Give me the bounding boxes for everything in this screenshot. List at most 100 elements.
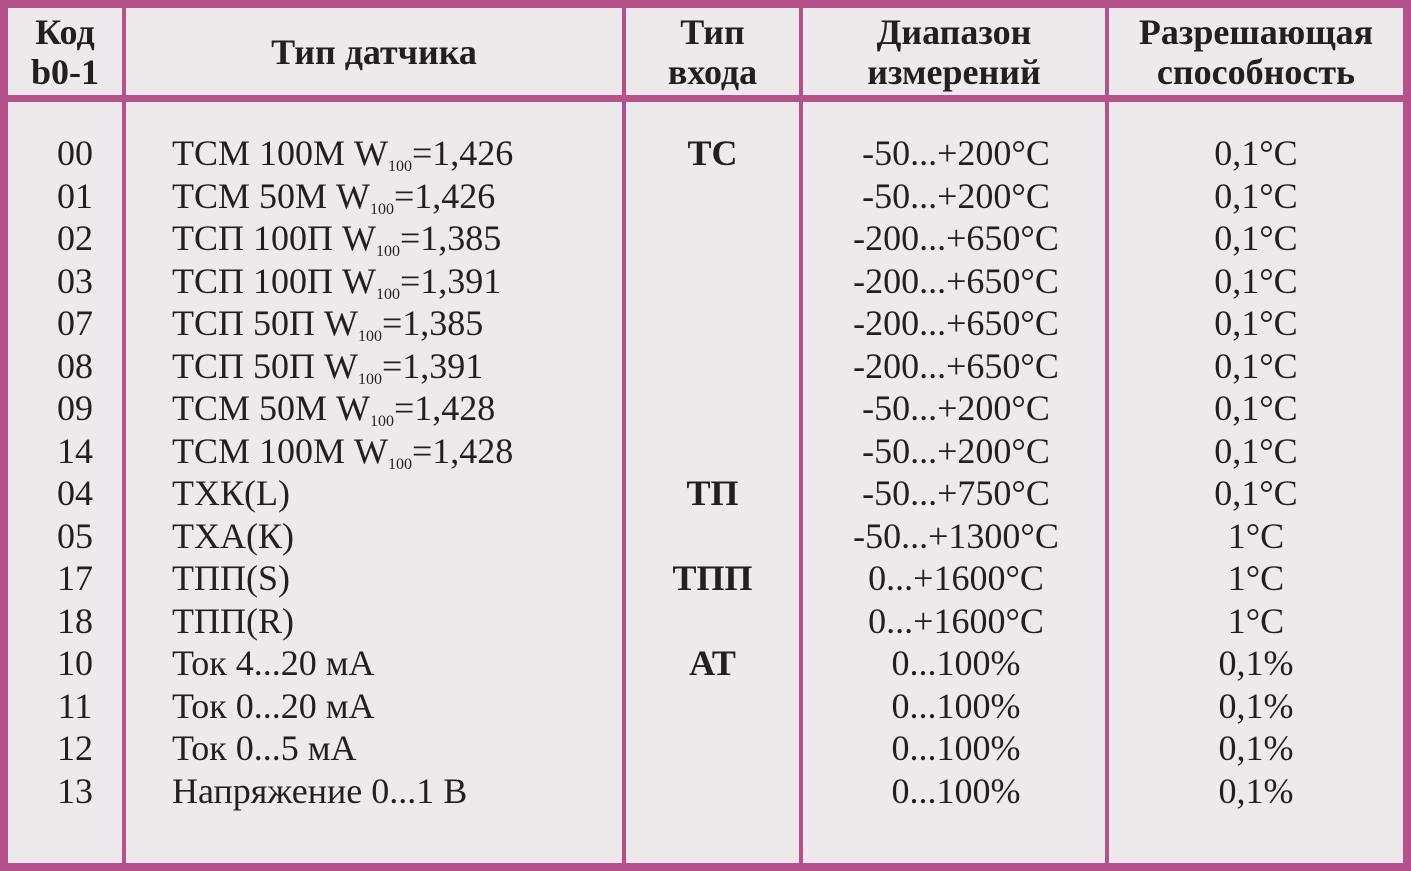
- range-cell: -200...+650°С: [853, 345, 1059, 386]
- code-cell: 10: [57, 643, 93, 683]
- range-cell: -50...+200°С: [862, 133, 1050, 173]
- sensor-coefficient: =1,426: [394, 175, 496, 216]
- input-type-column: ТС ТП ТПП АТ: [630, 132, 795, 812]
- input-type-cell: [630, 387, 795, 430]
- resolution-cell: 0,1%: [1218, 728, 1294, 768]
- header-divider: [0, 95, 1411, 102]
- sensor-name: ТСМ 50М W: [172, 388, 370, 428]
- sensor-coefficient: =1,385: [399, 218, 502, 258]
- range-cell: 0...100%: [891, 770, 1021, 811]
- sensor-type-cell: ТПП(S): [172, 557, 612, 600]
- resolution-cell: 0,1°С: [1214, 303, 1298, 343]
- range-cell: -200...+650°С: [853, 260, 1059, 301]
- sensor-name: ТСП 50П W: [172, 303, 358, 343]
- code-cell: 18: [57, 600, 93, 641]
- sensor-subscript: 100: [388, 455, 412, 473]
- sensor-type-cell: Ток 4...20 мА: [172, 642, 612, 685]
- code-cell: 03: [57, 260, 93, 301]
- range-cell: -50...+200°С: [862, 175, 1050, 216]
- sensor-type-cell: ТСМ 100М W100=1,428: [172, 430, 612, 473]
- range-cell: 0...100%: [891, 643, 1021, 683]
- sensor-subscript: 100: [357, 370, 382, 388]
- range-column: -50...+200°С -50...+200°С -200...+650°С -20…: [808, 132, 1104, 812]
- input-type-cell: [630, 727, 795, 770]
- sensor-name: ТХК(L): [172, 473, 290, 513]
- column-divider: [799, 0, 803, 871]
- code-cell: 13: [57, 770, 93, 811]
- sensor-name: ТПП(S): [172, 558, 290, 598]
- header-input-line1: Тип: [680, 11, 745, 52]
- sensor-type-cell: ТСП 100П W100=1,385: [172, 217, 612, 260]
- input-type-cell: [630, 600, 795, 643]
- sensor-coefficient: =1,385: [381, 303, 484, 343]
- resolution-cell: 0,1°С: [1214, 175, 1298, 216]
- header-code-line1: Код: [35, 11, 95, 52]
- sensor-type-cell: ТСМ 100М W100=1,426: [172, 132, 612, 175]
- resolution-cell: 0,1°С: [1214, 260, 1298, 301]
- sensor-type-cell: ТПП(R): [172, 600, 612, 643]
- sensor-subscript: 100: [370, 200, 394, 218]
- range-cell: -50...+1300°С: [853, 515, 1059, 556]
- sensor-name: ТСП 100П W: [172, 218, 376, 258]
- sensor-subscript: 100: [375, 243, 400, 260]
- header-code-line2: b0-1: [30, 51, 99, 92]
- resolution-cell: 0,1°С: [1214, 473, 1298, 513]
- sensor-name: Ток 0...20 мА: [172, 685, 375, 726]
- sensor-name: ТСМ 100М W: [172, 430, 388, 471]
- sensor-coefficient: =1,426: [412, 133, 514, 173]
- input-type-cell: [630, 217, 795, 260]
- range-cell: -200...+650°С: [853, 303, 1059, 343]
- sensor-name: ТСМ 100М W: [172, 133, 388, 173]
- sensor-type-cell: ТХК(L): [172, 472, 612, 515]
- resolution-cell: 0,1%: [1218, 643, 1294, 683]
- resolution-cell: 0,1°С: [1214, 430, 1298, 471]
- resolution-cell: 0,1°С: [1214, 345, 1298, 386]
- header-input: Тип входа: [626, 8, 799, 95]
- input-type-cell: [630, 345, 795, 388]
- header-resolution-line1: Разрешающая: [1138, 11, 1374, 52]
- code-cell: 14: [57, 430, 93, 471]
- sensor-type-cell: ТСМ 50М W100=1,426: [172, 175, 612, 218]
- sensor-type-cell: ТСП 50П W100=1,391: [172, 345, 612, 388]
- sensor-type-cell: Ток 0...5 мА: [172, 727, 612, 770]
- code-cell: 04: [57, 473, 93, 513]
- code-cell: 05: [57, 515, 93, 556]
- range-cell: 0...+1600°С: [868, 558, 1044, 598]
- input-type-cell: АТ: [689, 643, 736, 683]
- resolution-cell: 0,1°С: [1214, 388, 1298, 428]
- code-cell: 01: [57, 175, 93, 216]
- resolution-cell: 0,1°С: [1214, 133, 1298, 173]
- input-type-cell: [630, 515, 795, 558]
- sensor-name: ТПП(R): [172, 600, 294, 641]
- sensor-name: ТСП 50П W: [172, 345, 358, 386]
- code-cell: 12: [57, 728, 93, 768]
- code-cell: 17: [57, 558, 93, 598]
- sensor-subscript: 100: [357, 328, 382, 345]
- range-cell: 0...100%: [891, 728, 1021, 768]
- code-cell: 02: [57, 218, 93, 258]
- input-type-cell: [630, 430, 795, 473]
- input-type-cell: [630, 770, 795, 813]
- sensor-name: ТСМ 50М W: [172, 175, 370, 216]
- sensor-subscript: 100: [370, 413, 394, 430]
- resolution-cell: 0,1%: [1218, 685, 1294, 726]
- sensor-name: Напряжение 0...1 В: [172, 770, 468, 811]
- sensor-type-cell: ТСП 50П W100=1,385: [172, 302, 612, 345]
- range-cell: -50...+750°С: [862, 473, 1050, 513]
- resolution-cell: 1°С: [1227, 600, 1285, 641]
- sensor-type-cell: ТХА(К): [172, 515, 612, 558]
- input-type-cell: ТПП: [672, 558, 753, 598]
- sensor-subscript: 100: [375, 285, 400, 303]
- resolution-column: 0,1°С 0,1°С 0,1°С 0,1°С 0,1°С 0,1°С 0,1°С 0,1°С…: [1112, 132, 1400, 812]
- header-resolution-line2: способность: [1156, 51, 1356, 92]
- range-cell: -50...+200°С: [862, 430, 1050, 471]
- code-cell: 11: [57, 685, 93, 726]
- input-type-cell: ТС: [687, 133, 738, 173]
- column-divider: [622, 0, 626, 871]
- header-code: Код b0-1: [8, 8, 122, 95]
- sensor-type-column: ТСМ 100М W100=1,426 ТСМ 50М W100=1,426 ТСП…: [172, 132, 612, 812]
- header-resolution: Разрешающая способность: [1109, 8, 1403, 95]
- sensor-coefficient: =1,428: [412, 430, 514, 471]
- input-type-cell: ТП: [686, 473, 739, 513]
